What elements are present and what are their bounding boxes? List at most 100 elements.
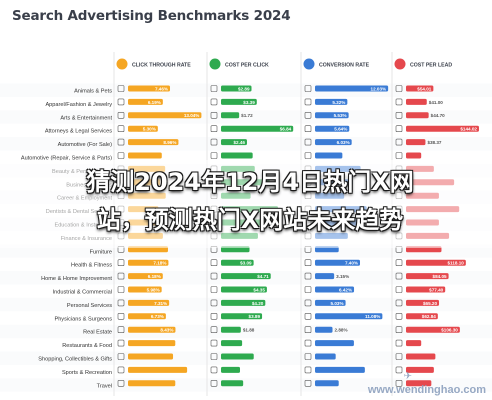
- bar: [221, 98, 257, 105]
- row-icon: [117, 366, 125, 374]
- row-icon: [210, 98, 218, 106]
- bar: [221, 152, 253, 159]
- row-icon: [395, 259, 403, 267]
- category-label: Apparel/Fashion & Jewelry: [45, 102, 112, 108]
- data-label: 13.04%: [184, 113, 200, 118]
- bar: [221, 125, 294, 132]
- data-label: 5.64%: [334, 127, 347, 132]
- row-icon: [304, 366, 312, 374]
- data-label: 12.03%: [371, 86, 387, 91]
- data-label: 5.03%: [331, 301, 344, 306]
- row-icon: [117, 326, 125, 334]
- bar: [128, 286, 162, 293]
- data-label: $77.40: [429, 287, 443, 292]
- row-icon: [210, 366, 218, 374]
- bar: [221, 273, 271, 280]
- data-label: $1.88: [243, 328, 255, 333]
- row-icon: [395, 112, 403, 119]
- watermark: www.wendinghao.com: [367, 384, 486, 396]
- bar: [406, 286, 446, 293]
- row-stripe: [0, 378, 492, 392]
- data-label: 6.18%: [148, 274, 161, 279]
- data-label: $118.10: [447, 261, 464, 266]
- column-header-label: CLICK THROUGH RATE: [132, 63, 191, 69]
- row-icon: [210, 112, 218, 119]
- bar: [315, 85, 389, 92]
- row-icon: [117, 272, 125, 280]
- data-label: $3.09: [240, 261, 252, 266]
- row-icon: [395, 379, 403, 387]
- data-label: $41.00: [429, 100, 443, 105]
- bar: [315, 340, 354, 347]
- bar: [315, 366, 365, 373]
- bar: [221, 366, 240, 373]
- data-label: 11.08%: [365, 314, 380, 319]
- row-icon: [210, 339, 218, 347]
- data-label: $6.84: [280, 127, 292, 132]
- page-title: Search Advertising Benchmarks 2024: [12, 8, 291, 24]
- bar: [315, 152, 343, 159]
- category-label: Health & Fitness: [71, 263, 112, 269]
- row-icon: [117, 379, 125, 387]
- bar: [221, 286, 267, 293]
- bar: [406, 125, 479, 132]
- category-label: Physicians & Surgeons: [54, 316, 112, 322]
- watermark-icon: ✈: [403, 371, 412, 382]
- row-icon: [117, 125, 125, 132]
- data-label: $65.20: [423, 301, 437, 306]
- row-icon: [210, 138, 218, 146]
- data-label: 5.53%: [334, 113, 347, 118]
- row-icon: [117, 98, 125, 106]
- row-icon: [304, 152, 312, 159]
- row-icon: [395, 286, 403, 293]
- data-label: 8.96%: [163, 140, 176, 145]
- bar: [406, 85, 434, 92]
- bar: [128, 85, 170, 92]
- category-label: Sports & Recreation: [62, 370, 112, 376]
- data-label: $62.84: [422, 314, 436, 319]
- bar: [128, 112, 202, 119]
- bar: [128, 98, 163, 105]
- row-icon: [210, 353, 218, 360]
- row-icon: [210, 299, 218, 307]
- bar: [315, 380, 339, 387]
- row-icon: [210, 152, 218, 159]
- bar: [406, 273, 449, 280]
- data-label: $3.89: [249, 314, 261, 319]
- data-label: 7.18%: [153, 261, 166, 266]
- data-label: $2.46: [233, 140, 245, 145]
- category-label: Restaurants & Food: [62, 343, 112, 349]
- category-label: Shopping, Collectibles & Gifts: [38, 357, 112, 363]
- bar: [221, 340, 243, 347]
- row-icon: [117, 259, 125, 267]
- row-icon: [304, 272, 312, 280]
- data-label: 6.73%: [151, 314, 164, 319]
- row-icon: [395, 299, 403, 307]
- row-stripe: [0, 324, 492, 339]
- row-icon: [210, 125, 218, 132]
- bar: [315, 98, 348, 105]
- bar: [406, 353, 436, 360]
- bar: [128, 139, 179, 146]
- row-icon: [210, 326, 218, 334]
- data-label: $4.71: [257, 274, 269, 279]
- bar: [406, 326, 460, 333]
- dollar-icon: [209, 58, 221, 70]
- row-icon: [117, 286, 125, 293]
- data-label: $38.37: [427, 140, 441, 145]
- bar: [315, 125, 350, 132]
- row-stripe: [0, 110, 492, 124]
- cursor-icon: [116, 58, 128, 70]
- row-icon: [304, 286, 312, 293]
- bar: [128, 340, 176, 347]
- bar: [128, 380, 176, 387]
- data-label: 6.19%: [148, 100, 161, 105]
- bar: [221, 380, 244, 387]
- bar: [128, 299, 170, 306]
- bar: [221, 299, 266, 306]
- bar: [315, 273, 335, 280]
- row-icon: [210, 272, 218, 280]
- row-icon: [117, 353, 125, 360]
- bar: [315, 112, 349, 119]
- bar: [128, 353, 174, 360]
